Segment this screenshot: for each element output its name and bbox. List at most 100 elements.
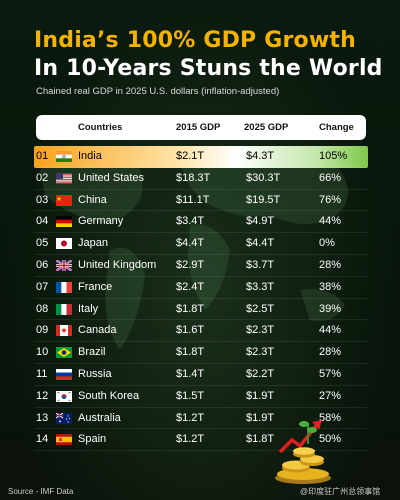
change: 76% — [319, 193, 342, 206]
table-row: 11 Russia $1.4T $2.2T 57% — [34, 364, 368, 386]
country-name: Spain — [78, 433, 107, 446]
gdp-2015: $18.3T — [176, 171, 211, 184]
column-header-2015-gdp: 2015 GDP — [176, 122, 221, 133]
table-header: Countries 2015 GDP 2025 GDP Change — [36, 115, 366, 140]
gdp-2015: $1.8T — [176, 346, 205, 359]
italy-flag-icon — [56, 303, 72, 315]
table-row: 06 United Kingdom $2.9T $3.7T 28% — [34, 255, 368, 277]
uk-flag-icon — [56, 259, 72, 271]
gdp-2015: $1.6T — [176, 324, 205, 337]
rank: 12 — [36, 389, 49, 402]
table-row: 03 China $11.1T $19.5T 76% — [34, 190, 368, 212]
country-name: Germany — [78, 215, 124, 228]
rank: 02 — [36, 171, 49, 184]
gdp-2015: $4.4T — [176, 237, 205, 250]
table-row: 05 Japan $4.4T $4.4T 0% — [34, 233, 368, 255]
rank: 13 — [36, 411, 49, 424]
gdp-table: 01 India $2.1T $4.3T 105% 02 United Stat… — [34, 146, 368, 452]
country-name: South Korea — [78, 389, 140, 402]
rank: 04 — [36, 215, 49, 228]
source-note: Source - IMF Data — [8, 487, 74, 496]
china-flag-icon — [56, 194, 72, 206]
gdp-2025: $3.3T — [246, 280, 275, 293]
gdp-2025: $19.5T — [246, 193, 281, 206]
gdp-2025: $2.3T — [246, 324, 275, 337]
change: 66% — [319, 171, 342, 184]
gdp-2025: $30.3T — [246, 171, 281, 184]
change: 50% — [319, 433, 342, 446]
table-row: 01 India $2.1T $4.3T 105% — [34, 146, 368, 168]
country-name: Russia — [78, 367, 112, 380]
gdp-2025: $4.4T — [246, 237, 275, 250]
gdp-2015: $2.4T — [176, 280, 205, 293]
title-line-1: India’s 100% GDP Growth — [34, 28, 356, 53]
change: 44% — [319, 324, 342, 337]
gdp-2015: $1.5T — [176, 389, 205, 402]
table-row: 14 Spain $1.2T $1.8T 50% — [34, 429, 368, 452]
gdp-2025: $4.3T — [246, 150, 275, 162]
table-row: 12 South Korea $1.5T $1.9T 27% — [34, 386, 368, 408]
gdp-2015: $1.8T — [176, 302, 205, 315]
gdp-2025: $1.9T — [246, 389, 275, 402]
rank: 14 — [36, 433, 49, 446]
gdp-2025: $2.3T — [246, 346, 275, 359]
column-header-2025-gdp: 2025 GDP — [244, 122, 289, 133]
table-row: 09 Canada $1.6T $2.3T 44% — [34, 320, 368, 343]
rank: 07 — [36, 280, 49, 293]
france-flag-icon — [56, 281, 72, 293]
change: 39% — [319, 302, 342, 315]
country-name: France — [78, 280, 113, 293]
table-row: 02 United States $18.3T $30.3T 66% — [34, 168, 368, 190]
rank: 08 — [36, 302, 49, 315]
gold-coins-growth-icon — [275, 420, 331, 484]
country-name: Australia — [78, 411, 121, 424]
gdp-2015: $3.4T — [176, 215, 205, 228]
usa-flag-icon — [56, 172, 72, 184]
gdp-2015: $1.4T — [176, 367, 205, 380]
rank: 01 — [36, 150, 49, 162]
south-korea-flag-icon — [56, 390, 72, 402]
country-name: United States — [78, 171, 145, 184]
watermark: @印度驻广州总领事馆 — [300, 487, 381, 496]
gdp-2025: $2.2T — [246, 367, 275, 380]
table-row: 10 Brazil $1.8T $2.3T 28% — [34, 342, 368, 364]
change: 44% — [319, 215, 342, 228]
change: 57% — [319, 367, 342, 380]
gdp-2015: $11.1T — [176, 193, 210, 206]
gdp-2025: $3.7T — [246, 258, 275, 271]
table-row: 13 Australia $1.2T $1.9T 58% — [34, 408, 368, 430]
russia-flag-icon — [56, 368, 72, 380]
germany-flag-icon — [56, 216, 72, 228]
canada-flag-icon — [56, 325, 72, 337]
subtitle: Chained real GDP in 2025 U.S. dollars (i… — [36, 86, 280, 97]
rank: 10 — [36, 346, 49, 359]
country-name: China — [78, 193, 107, 206]
rank: 06 — [36, 258, 49, 271]
title-line-2: In 10-Years Stuns the World — [34, 56, 383, 81]
country-name: United Kingdom — [78, 258, 157, 271]
change: 0% — [319, 237, 335, 250]
gdp-2015: $1.2T — [176, 433, 205, 446]
change: 28% — [319, 346, 342, 359]
table-row: 04 Germany $3.4T $4.9T 44% — [34, 211, 368, 234]
gdp-2025: $1.9T — [246, 411, 275, 424]
country-name: Brazil — [78, 346, 106, 359]
rank: 11 — [36, 367, 48, 380]
japan-flag-icon — [56, 238, 72, 250]
gdp-2025: $4.9T — [246, 215, 275, 228]
change: 27% — [319, 389, 342, 402]
column-header-change: Change — [319, 122, 354, 133]
brazil-flag-icon — [56, 347, 72, 359]
change: 28% — [319, 258, 342, 271]
column-header-countries: Countries — [78, 122, 123, 133]
gdp-2025: $2.5T — [246, 302, 275, 315]
country-name: Canada — [78, 324, 117, 337]
rank: 05 — [36, 237, 49, 250]
rank: 03 — [36, 193, 49, 206]
country-name: Japan — [78, 237, 108, 250]
gdp-2025: $1.8T — [246, 433, 275, 446]
gdp-2015: $1.2T — [176, 411, 205, 424]
change: 38% — [319, 280, 342, 293]
table-row: 08 Italy $1.8T $2.5T 39% — [34, 299, 368, 321]
gdp-2015: $2.9T — [176, 258, 205, 271]
